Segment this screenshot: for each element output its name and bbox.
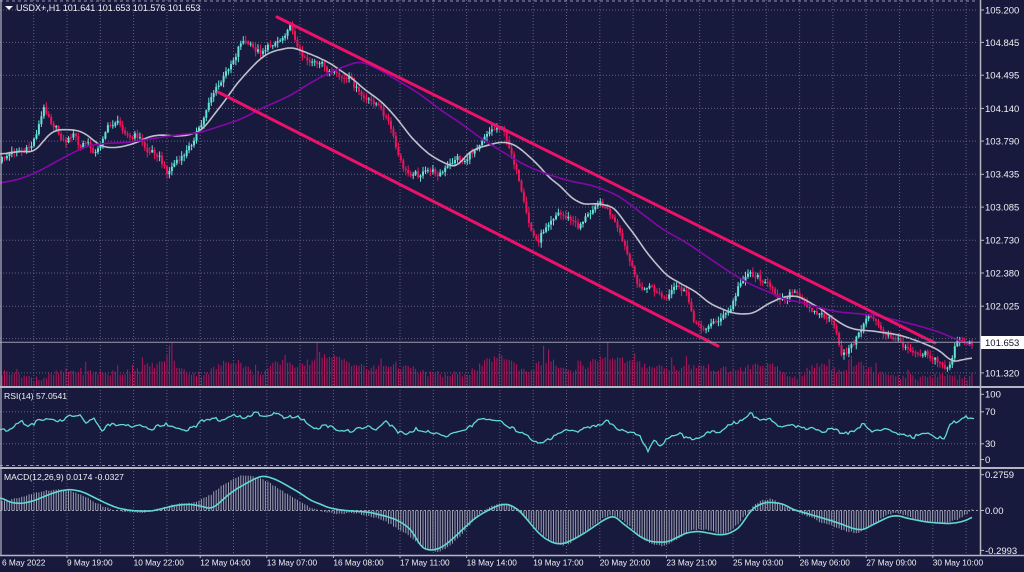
svg-text:12 May 04:00: 12 May 04:00: [200, 558, 251, 568]
svg-text:-0.2993: -0.2993: [985, 546, 1017, 557]
svg-text:104.495: 104.495: [985, 71, 1019, 82]
svg-text:0.00: 0.00: [985, 506, 1004, 517]
svg-text:103.085: 103.085: [985, 203, 1019, 214]
svg-text:27 May 09:00: 27 May 09:00: [866, 558, 917, 568]
svg-text:20 May 20:00: 20 May 20:00: [600, 558, 651, 568]
svg-text:70: 70: [985, 407, 996, 418]
svg-text:USDX+,H1 101.641 101.653 101.: USDX+,H1 101.641 101.653 101.576 101.653: [16, 3, 200, 13]
svg-text:13 May 07:00: 13 May 07:00: [267, 558, 318, 568]
svg-text:MACD(12,26,9) 0.0174 -0.0327: MACD(12,26,9) 0.0174 -0.0327: [4, 472, 124, 482]
svg-text:101.653: 101.653: [985, 338, 1019, 349]
svg-text:104.845: 104.845: [985, 38, 1019, 49]
svg-text:19 May 17:00: 19 May 17:00: [533, 558, 584, 568]
svg-text:17 May 11:00: 17 May 11:00: [400, 558, 450, 568]
svg-text:103.790: 103.790: [985, 137, 1019, 148]
svg-text:103.435: 103.435: [985, 170, 1019, 181]
svg-text:102.380: 102.380: [985, 268, 1019, 279]
svg-text:RSI(14) 57.0541: RSI(14) 57.0541: [4, 391, 67, 401]
svg-text:6 May 2022: 6 May 2022: [2, 558, 46, 568]
svg-text:30 May 10:00: 30 May 10:00: [933, 558, 984, 568]
svg-text:100: 100: [985, 390, 1001, 401]
svg-text:105.200: 105.200: [985, 5, 1019, 16]
svg-text:104.140: 104.140: [985, 104, 1019, 115]
svg-text:101.320: 101.320: [985, 368, 1019, 379]
svg-text:10 May 22:00: 10 May 22:00: [134, 558, 185, 568]
svg-text:102.730: 102.730: [985, 236, 1019, 247]
svg-text:18 May 14:00: 18 May 14:00: [467, 558, 518, 568]
svg-text:102.025: 102.025: [985, 302, 1019, 313]
svg-text:0: 0: [985, 455, 990, 466]
svg-text:25 May 03:00: 25 May 03:00: [733, 558, 784, 568]
svg-text:9 May 19:00: 9 May 19:00: [67, 558, 113, 568]
svg-text:16 May 08:00: 16 May 08:00: [333, 558, 384, 568]
svg-text:0.2759: 0.2759: [985, 470, 1014, 481]
svg-text:23 May 21:00: 23 May 21:00: [666, 558, 717, 568]
svg-text:26 May 06:00: 26 May 06:00: [800, 558, 851, 568]
svg-text:30: 30: [985, 439, 996, 450]
